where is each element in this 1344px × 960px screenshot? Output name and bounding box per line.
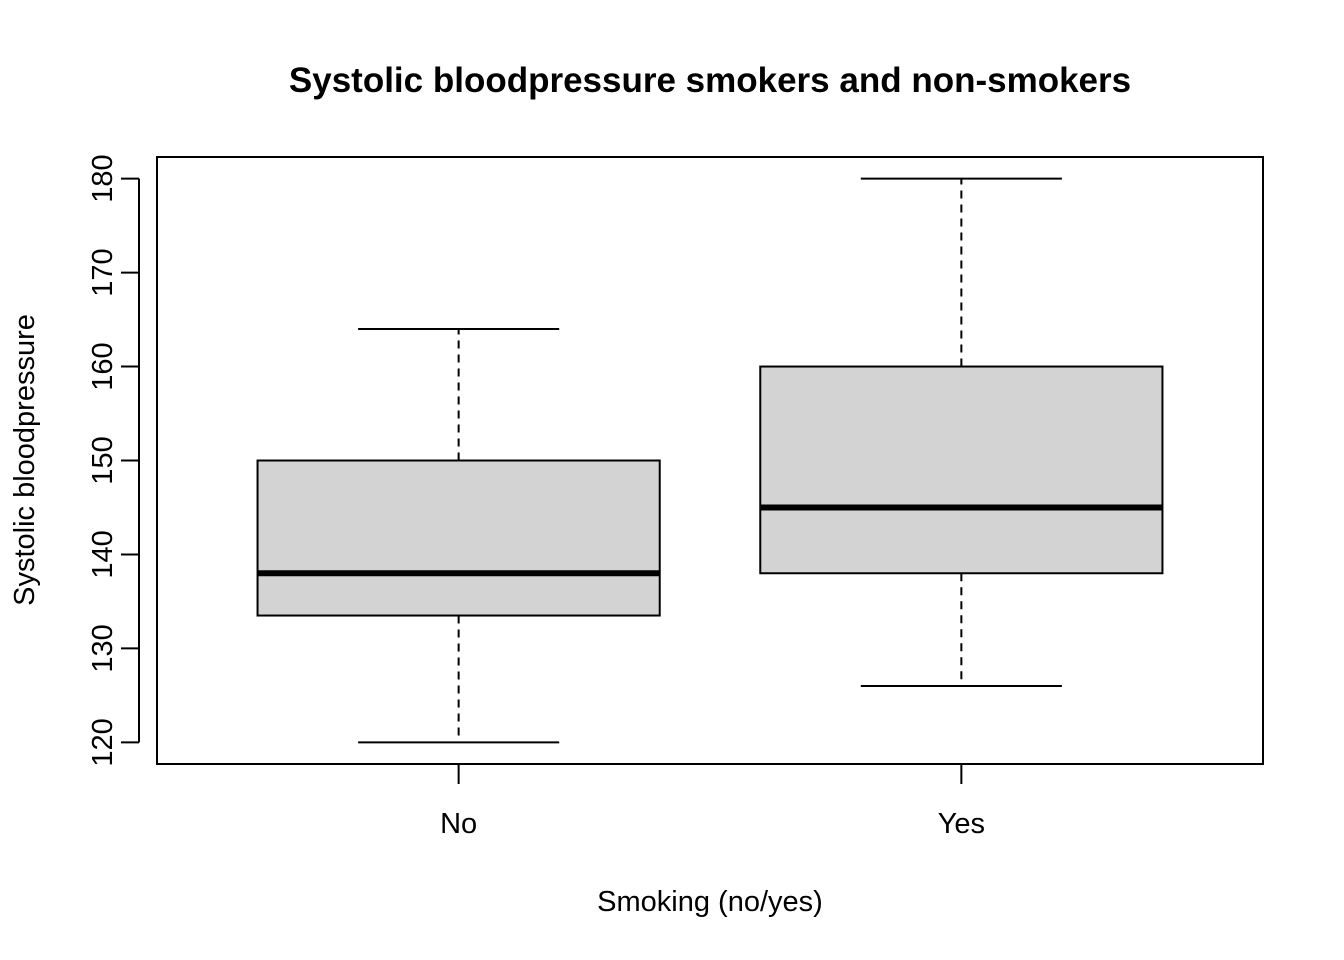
y-axis: 120 130 140 150 160 170 180 bbox=[87, 154, 140, 767]
y-tick-label: 120 bbox=[87, 718, 119, 766]
x-axis: No Yes bbox=[440, 764, 985, 840]
x-tick-label: No bbox=[440, 808, 477, 840]
boxes-layer bbox=[256, 177, 1164, 744]
y-tick-label: 150 bbox=[87, 436, 119, 484]
box-iqr bbox=[759, 365, 1164, 575]
box-iqr bbox=[256, 459, 661, 617]
y-tick-label: 130 bbox=[87, 624, 119, 672]
x-axis-label: Smoking (no/yes) bbox=[597, 886, 823, 918]
y-tick-label: 180 bbox=[87, 154, 119, 202]
y-tick-label: 160 bbox=[87, 342, 119, 390]
y-tick-label: 170 bbox=[87, 248, 119, 296]
plot-frame bbox=[156, 156, 1264, 765]
y-tick-label: 140 bbox=[87, 530, 119, 578]
chart-title: Systolic bloodpressure smokers and non-s… bbox=[289, 61, 1131, 100]
x-tick-label: Yes bbox=[938, 808, 985, 840]
y-axis-label: Systolic bloodpressure bbox=[9, 314, 41, 606]
